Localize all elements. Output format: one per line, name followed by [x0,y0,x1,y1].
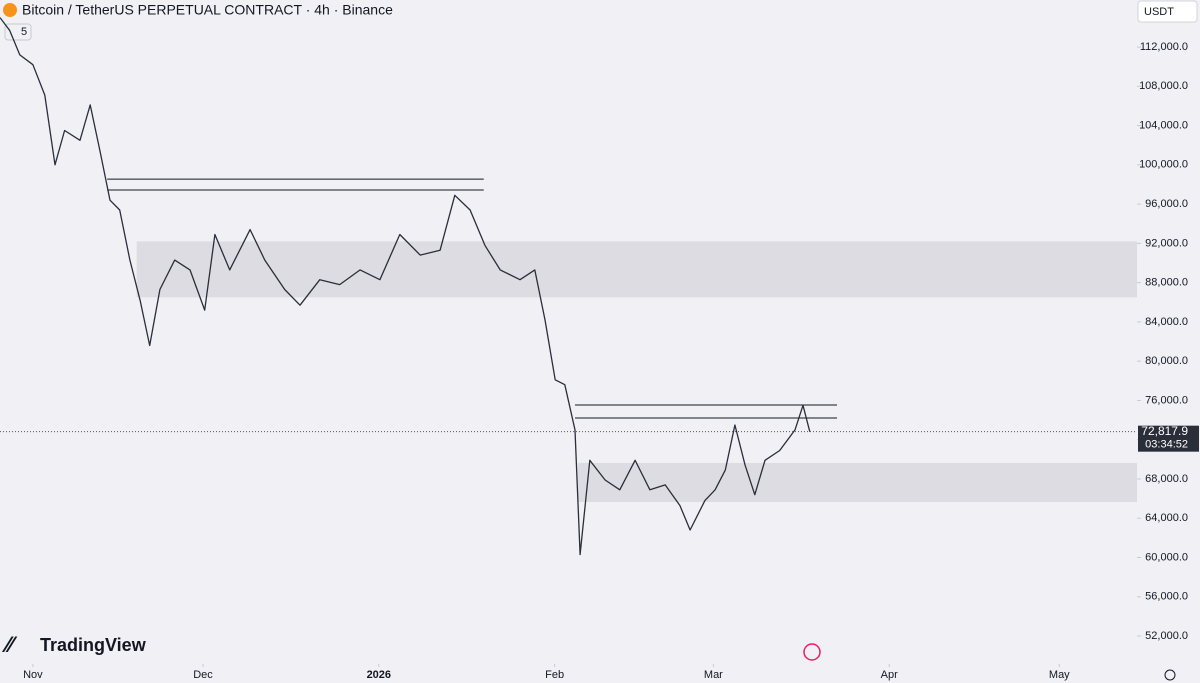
currency-button[interactable] [1137,0,1198,23]
price-line [0,17,811,556]
x-tick-label: Mar [704,669,723,681]
x-tick-label: Feb [545,669,564,681]
x-tick-label: 2026 [367,669,391,681]
y-tick-label: 104,000.0 [1139,119,1188,131]
settings-icon[interactable] [1164,669,1176,681]
zone [577,462,1137,503]
currency-text: USDT [1144,6,1174,18]
y-tick-label: 80,000.0 [1145,355,1188,367]
brand: TradingView [40,635,147,655]
y-tick-label: 108,000.0 [1139,80,1188,92]
y-tick-label: 92,000.0 [1145,237,1188,249]
x-tick-label: May [1049,669,1070,681]
flash-icon[interactable] [803,643,821,661]
y-tick-label: 52,000.0 [1145,630,1188,642]
y-tick-label: 56,000.0 [1145,591,1188,603]
y-tick-label: 60,000.0 [1145,551,1188,563]
y-tick-label: 100,000.0 [1139,159,1188,171]
btc-icon [3,3,17,17]
x-tick-label: Dec [193,669,213,681]
y-tick-label: 64,000.0 [1145,512,1188,524]
chart-title: Bitcoin / TetherUS PERPETUAL CONTRACT · … [22,2,393,18]
last-price-box [1138,425,1199,452]
countdown: 03:34:52 [1145,439,1188,451]
x-tick-label: Nov [23,669,43,681]
zone [136,241,1137,298]
y-tick-label: 76,000.0 [1145,394,1188,406]
last-price-label: 72,817.9 [1141,424,1188,438]
y-tick-label: 84,000.0 [1145,316,1188,328]
badge-text: 5 [21,26,27,38]
y-tick-label: 88,000.0 [1145,277,1188,289]
y-tick-label: 68,000.0 [1145,473,1188,485]
x-tick-label: Apr [881,669,898,681]
y-tick-label: 96,000.0 [1145,198,1188,210]
y-tick-label: 112,000.0 [1140,41,1188,53]
